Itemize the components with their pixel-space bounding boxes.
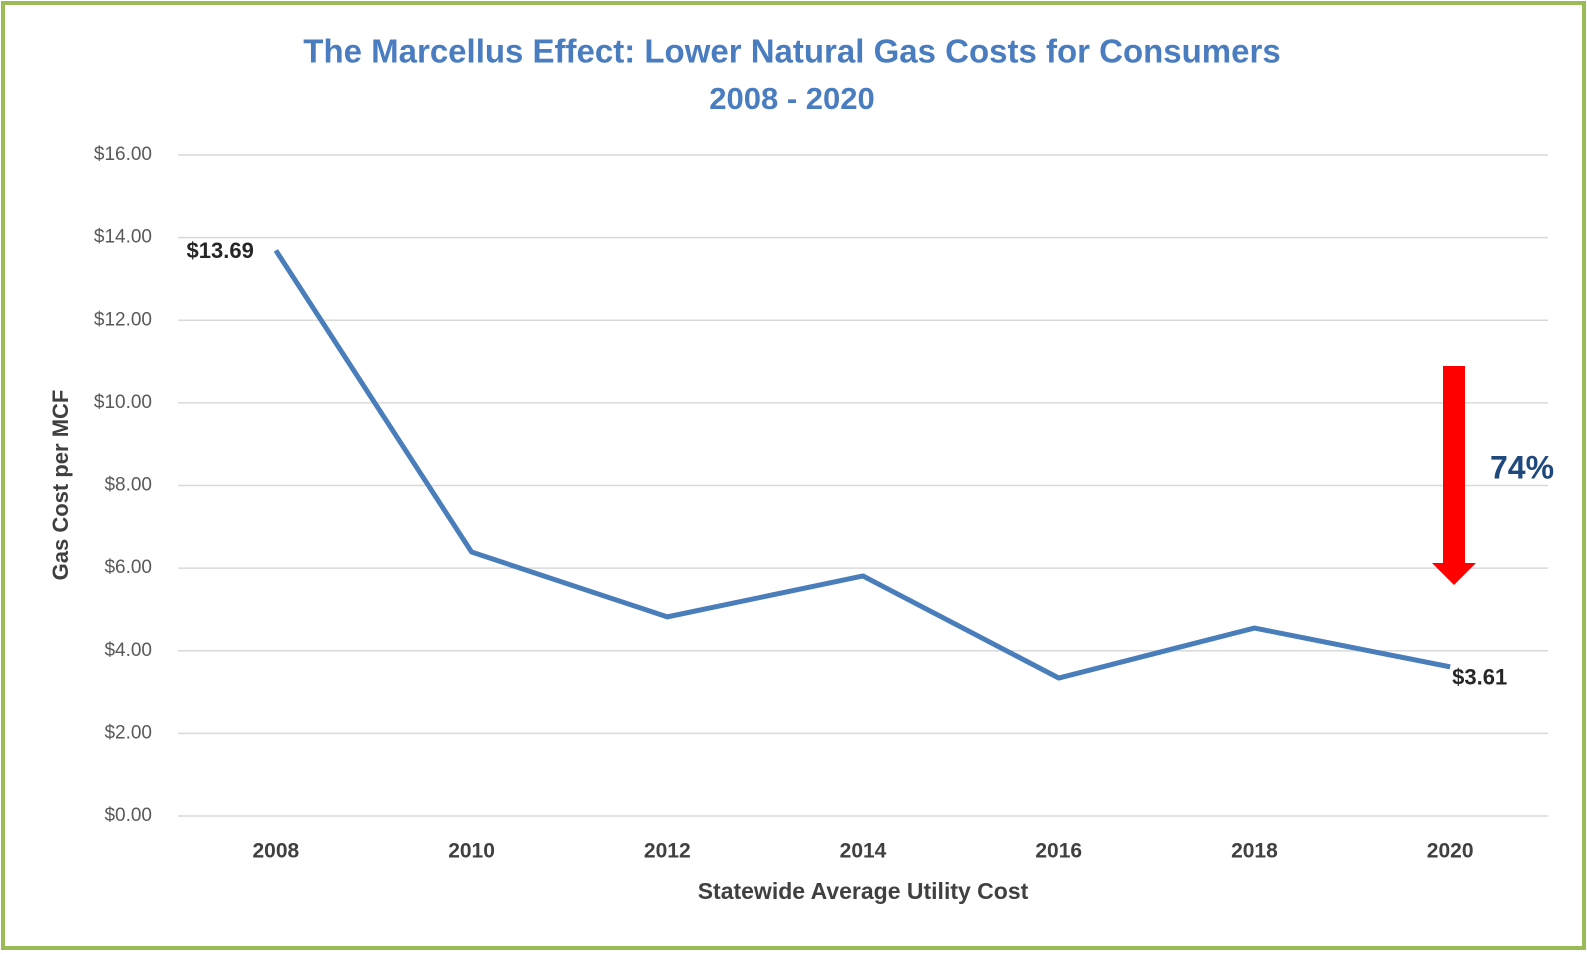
y-tick-label: $14.00: [94, 227, 152, 248]
x-tick-label: 2018: [1231, 840, 1278, 863]
x-tick-label: 2008: [252, 840, 299, 863]
x-tick-label: 2012: [644, 840, 691, 863]
grid: $0.00 $2.00 $4.00 $6.00 $8.00 $10.00 $12.00 $14…: [94, 144, 1548, 863]
x-axis-label: Statewide Average Utility Cost: [698, 878, 1029, 904]
y-tick-label: $4.00: [104, 640, 152, 661]
y-tick-label: $12.00: [94, 309, 152, 330]
marks: $13.69 $3.61: [187, 238, 1508, 689]
annotation: 74%: [1490, 449, 1554, 485]
line: [273, 249, 1451, 681]
x-tick-label: 2014: [840, 840, 887, 863]
x-tick-label: 2016: [1035, 840, 1082, 863]
data-label: $3.61: [1452, 665, 1507, 690]
y-tick-label: $2.00: [104, 722, 152, 743]
y-tick-label: $16.00: [94, 144, 152, 165]
y-tick-label: $6.00: [104, 557, 152, 578]
data-label: $13.69: [187, 238, 254, 263]
down-arrow: [1432, 366, 1476, 585]
x-tick-label: 2020: [1427, 840, 1474, 863]
y-axis-label: Gas Cost per MCF: [48, 390, 73, 581]
chart-subtitle: 2008 - 2020: [709, 81, 874, 116]
y-tick-label: $0.00: [104, 805, 152, 826]
x-tick-label: 2010: [448, 840, 495, 863]
chart-title: The Marcellus Effect: Lower Natural Gas …: [303, 33, 1280, 70]
y-tick-label: $8.00: [104, 475, 152, 496]
y-tick-label: $10.00: [94, 392, 152, 413]
